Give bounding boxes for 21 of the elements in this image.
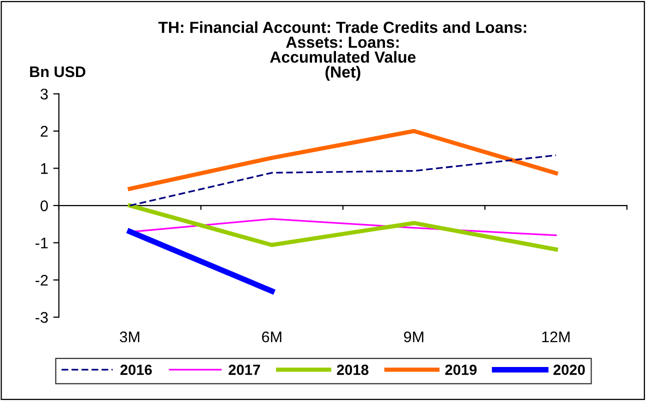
y-tick-label: 1 [41,163,48,174]
legend-label: 2017 [228,364,260,375]
legend-label: 2018 [336,364,368,375]
y-axis-title: Bn USD [30,66,86,78]
y-tick-label: 2 [40,126,48,137]
line-series [129,154,557,206]
x-tick-label: 6M [262,331,282,342]
y-tick-label: -3 [36,312,48,323]
x-tick-label: 12M [542,331,570,342]
x-tick-label: 3M [120,331,140,342]
y-tick-label: 3 [40,88,48,100]
legend-label: 2019 [445,364,477,375]
y-tick-label: -1 [36,238,48,248]
x-tick-label: 9M [404,331,424,342]
line-series [128,203,558,252]
legend-label: 2020 [553,364,585,375]
chart-title: TH: Financial Account: Trade Credits and Loans: Assets: Loans: Accumulated Value (Net) [158,21,526,81]
y-tick-label: -2 [36,274,48,286]
legend-label: 2016 [120,364,152,375]
y-tick-label: 0 [40,200,48,212]
line-series [128,128,558,191]
